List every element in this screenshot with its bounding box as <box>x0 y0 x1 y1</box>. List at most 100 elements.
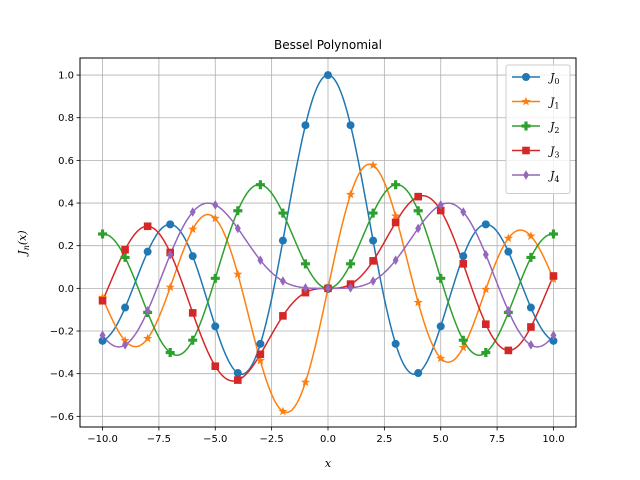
square-marker <box>522 146 530 155</box>
diamond-marker <box>437 200 444 210</box>
y-tick-label: 0.0 <box>58 284 74 295</box>
star-marker <box>165 282 175 292</box>
star-marker <box>300 377 311 387</box>
y-tick-label: −0.4 <box>50 369 74 380</box>
diamond-marker <box>122 340 129 350</box>
circle-marker <box>526 303 535 312</box>
x-axis-label: x <box>325 457 332 470</box>
diamond-marker <box>257 255 264 266</box>
square-marker <box>391 218 400 227</box>
star-marker <box>413 297 423 307</box>
diamond-marker <box>212 200 219 210</box>
circle-marker <box>324 71 332 80</box>
square-marker <box>234 376 242 384</box>
star-marker <box>345 189 356 199</box>
plus-marker <box>481 348 491 358</box>
x-tick-label: −5.0 <box>203 434 227 445</box>
square-marker <box>414 192 422 201</box>
plus-marker <box>526 252 536 262</box>
legend-label: J0 <box>548 71 560 86</box>
y-tick-label: −0.2 <box>50 327 74 338</box>
plus-marker <box>255 180 265 190</box>
y-tick-label: −0.6 <box>50 412 74 423</box>
diamond-marker <box>325 283 331 294</box>
circle-marker <box>481 220 490 229</box>
plus-marker <box>413 206 423 216</box>
plus-marker <box>188 335 198 345</box>
star-marker <box>503 233 513 243</box>
circle-marker <box>369 236 378 245</box>
plus-marker <box>120 252 130 262</box>
circle-marker <box>346 121 355 130</box>
circle-marker <box>211 322 220 331</box>
x-tick-label: 5.0 <box>433 434 449 445</box>
square-marker <box>98 296 107 305</box>
star-marker <box>255 355 265 365</box>
square-marker <box>369 257 377 265</box>
star-marker <box>458 342 468 352</box>
circle-marker <box>166 220 175 229</box>
plus-marker <box>346 259 356 269</box>
diamond-marker <box>527 340 534 350</box>
x-tick-label: 10.0 <box>542 434 564 445</box>
star-marker <box>368 160 378 170</box>
diamond-marker <box>482 249 489 260</box>
diamond-marker <box>144 305 151 316</box>
diamond-marker <box>505 305 512 316</box>
x-tick-label: 7.5 <box>489 434 505 445</box>
circle-marker <box>549 336 558 345</box>
x-tick-label: −10.0 <box>87 434 118 445</box>
star-marker <box>210 213 220 223</box>
star-marker <box>521 96 531 106</box>
legend-label: J4 <box>548 169 560 184</box>
legend-label: J1 <box>548 96 560 111</box>
y-tick-label: 0.8 <box>58 113 74 124</box>
star-marker <box>436 353 446 363</box>
circle-marker <box>188 252 197 261</box>
y-tick-label: 0.4 <box>58 199 74 210</box>
diamond-marker <box>347 283 354 293</box>
square-marker <box>121 245 129 254</box>
diamond-marker <box>234 223 241 234</box>
square-marker <box>188 309 197 317</box>
circle-marker <box>414 369 423 378</box>
diamond-marker <box>99 330 106 341</box>
circle-marker <box>301 121 310 130</box>
y-axis-label: Jn(x) <box>16 230 31 256</box>
square-marker <box>549 272 558 280</box>
star-marker <box>143 333 153 343</box>
axis-ticks: −10.0 −7.5 −5.0 −2.5 0.0 2.5 5.0 7.5 10.0 −0.6 −0.… <box>50 71 565 445</box>
y-tick-label: 0.6 <box>58 156 74 167</box>
series-markers <box>97 71 559 416</box>
plus-marker <box>278 208 288 218</box>
y-tick-label: 1.0 <box>58 71 74 82</box>
x-tick-label: −7.5 <box>147 434 171 445</box>
plus-marker <box>210 273 220 283</box>
star-marker <box>278 406 288 416</box>
square-marker <box>279 312 287 320</box>
plus-marker <box>548 229 558 239</box>
square-marker <box>256 350 265 359</box>
legend-label: J2 <box>548 120 560 135</box>
legend-box <box>505 64 571 194</box>
star-marker <box>391 211 401 220</box>
diamond-marker <box>523 170 529 180</box>
diamond-marker <box>370 276 377 286</box>
y-tick-label: 0.2 <box>58 241 74 252</box>
square-marker <box>436 206 445 215</box>
circle-marker <box>278 236 287 245</box>
plus-marker <box>458 335 468 345</box>
diamond-marker <box>550 330 557 341</box>
diamond-marker <box>189 207 196 217</box>
circle-marker <box>121 303 130 312</box>
star-marker <box>188 224 198 234</box>
circle-marker <box>233 369 242 378</box>
chart-title: Bessel Polynomial <box>274 38 382 52</box>
plus-marker <box>521 121 531 131</box>
x-tick-label: 2.5 <box>376 434 392 445</box>
diamond-marker <box>302 283 309 293</box>
diamond-marker <box>167 249 174 260</box>
star-marker <box>233 269 243 279</box>
plus-marker <box>391 180 401 190</box>
